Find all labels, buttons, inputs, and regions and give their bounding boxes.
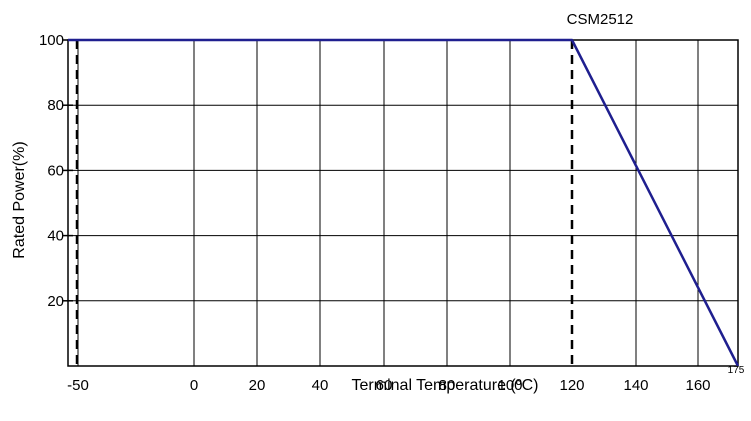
x-tick-label-160: 160	[685, 377, 710, 394]
x-tick-label--50: -50	[67, 377, 89, 394]
x-tick-label-140: 140	[623, 377, 648, 394]
x-tick-label-80: 80	[439, 377, 456, 394]
grid-lines	[63, 39, 739, 367]
x-tick-labels: -50 0 20 40 60 80 100 120 140 160 175	[67, 365, 745, 394]
y-tick-label-40: 40	[47, 228, 64, 245]
y-axis-title: Rated Power(%)	[11, 141, 28, 258]
y-tick-labels: 20 40 60 80 100	[39, 32, 64, 310]
y-tick-label-100: 100	[39, 32, 64, 49]
x-axis-title: Terminal Temperature (ºC)	[352, 377, 539, 394]
x-tick-label-60: 60	[376, 377, 393, 394]
plot-frame	[67, 39, 739, 367]
series-layer	[68, 38, 740, 367]
x-tick-label-40: 40	[312, 377, 329, 394]
chart-title: CSM2512	[567, 11, 634, 28]
y-tick-label-20: 20	[47, 293, 64, 310]
x-tick-label-175: 175	[728, 365, 745, 376]
x-tick-label-100: 100	[497, 377, 522, 394]
x-tick-label-120: 120	[559, 377, 584, 394]
y-tick-label-60: 60	[47, 162, 64, 179]
x-tick-label-0: 0	[190, 377, 198, 394]
series-line-0	[68, 38, 740, 367]
x-tick-label-20: 20	[249, 377, 266, 394]
reference-lines	[75, 40, 574, 366]
y-tick-label-80: 80	[47, 97, 64, 114]
